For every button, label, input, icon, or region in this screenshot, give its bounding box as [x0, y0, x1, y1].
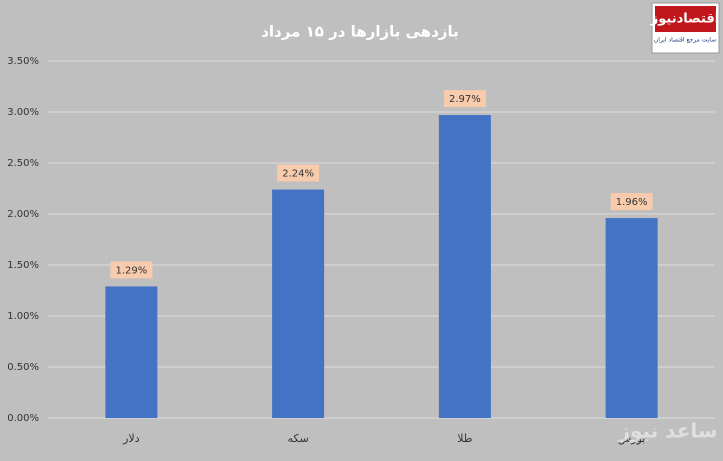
bar — [438, 115, 491, 418]
y-tick-label: 2.00% — [7, 209, 39, 220]
value-label-box — [110, 261, 153, 279]
logo-name: اقتصادنیوز — [650, 12, 719, 27]
y-tick-label: 0.50% — [7, 362, 39, 373]
x-tick-label: سکه — [288, 432, 309, 445]
logo-band — [655, 6, 716, 32]
value-label: 1.96% — [616, 197, 648, 208]
y-tick-label: 3.00% — [7, 107, 39, 118]
value-label: 1.29% — [115, 265, 147, 276]
watermark: ساعد نیوز — [617, 419, 717, 443]
y-tick-label: 3.50% — [7, 56, 39, 67]
logo-tagline: سایت مرجع اقتصاد ایران — [654, 37, 716, 44]
value-label: 2.97% — [449, 94, 481, 105]
value-label: 2.24% — [282, 169, 314, 180]
chart-title: بازدهی بازارها در ۱۵ مرداد — [261, 23, 459, 41]
logo: اقتصادنیوز سایت مرجع اقتصاد ایران — [650, 2, 720, 54]
value-label-box — [277, 164, 320, 182]
value-label-box — [610, 193, 653, 211]
y-tick-label: 2.50% — [7, 158, 39, 169]
value-label-box — [443, 90, 486, 108]
bar — [605, 218, 658, 418]
bar — [272, 189, 325, 418]
x-tick-label: دلار — [122, 432, 140, 445]
y-tick-label: 1.00% — [7, 311, 39, 322]
x-tick-label: طلا — [457, 432, 473, 445]
bar — [105, 286, 158, 418]
y-tick-label: 0.00% — [7, 413, 39, 424]
y-tick-label: 1.50% — [7, 260, 39, 271]
x-tick-label: بورس — [618, 432, 645, 445]
